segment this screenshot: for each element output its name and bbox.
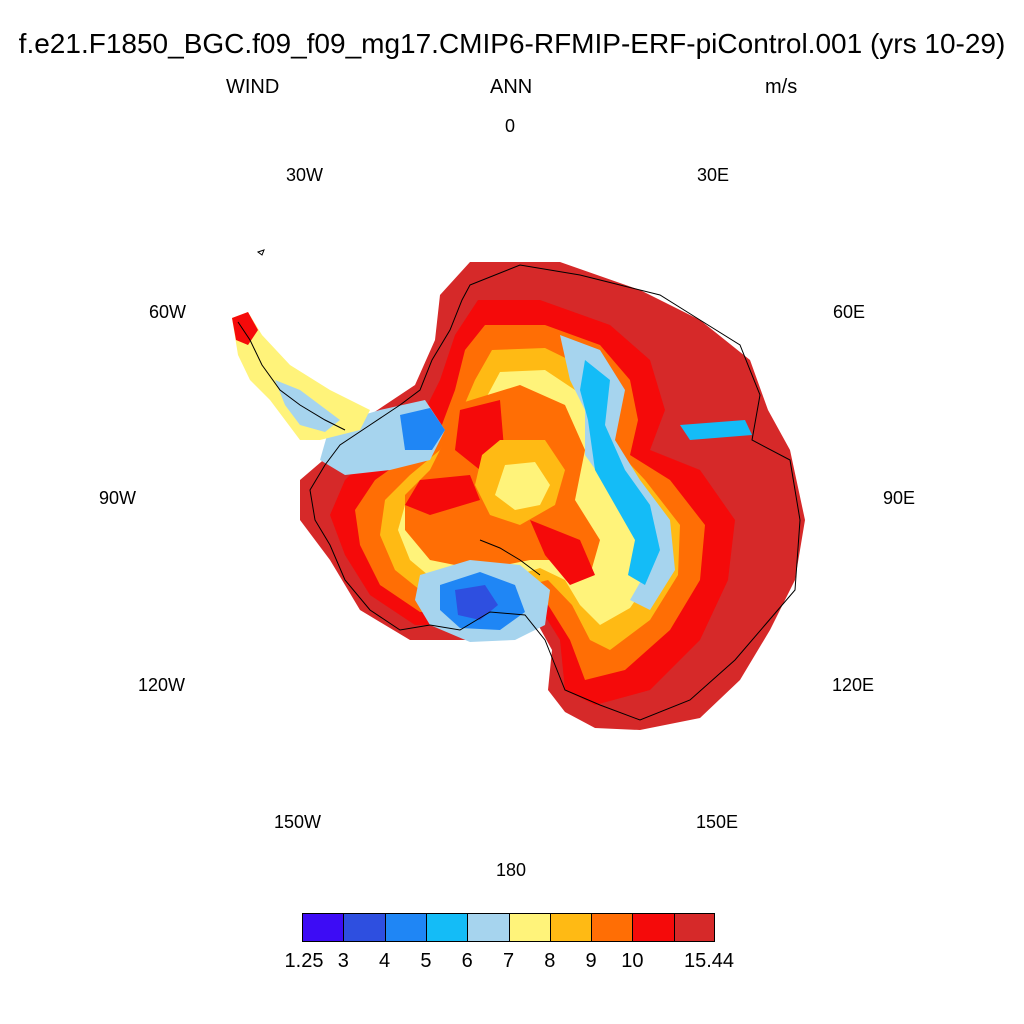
colorbar-swatch [302,913,345,942]
colorbar-label: 5 [420,950,432,972]
colorbar-swatch [549,913,593,942]
colorbar-swatch [384,913,427,942]
coastline [237,249,801,721]
colorbar-swatch [508,913,551,942]
lon-label-180: 180 [496,860,527,880]
plot-title: f.e21.F1850_BGC.f09_f09_mg17.CMIP6-RFMIP… [18,28,1006,59]
lon-label-30w: 30W [286,165,324,185]
colorbar-swatch [632,913,675,942]
lon-label-60e: 60E [833,302,866,322]
colorbar-label: 9 [585,950,597,972]
colorbar [302,913,715,942]
field-level-pole-6 [495,462,550,510]
colorbar-swatch [425,913,469,942]
field-level-ross-2 [455,585,498,620]
field-level-4 [580,360,660,585]
lon-label-90w: 90W [99,488,137,508]
field-peninsula-orange [232,312,258,345]
variable-label: WIND [226,76,280,98]
lon-label-0: 0 [505,116,516,136]
colorbar-swatch [343,913,386,942]
lon-label-150e: 150E [696,812,739,832]
season-label: ANN [490,76,533,98]
field-level-inner-9b [530,520,595,585]
field-peninsula [232,312,370,440]
colorbar-label: 3 [337,950,349,972]
colorbar-swatch [673,913,715,942]
field-amery-stripes [680,420,752,440]
lon-label-90e: 90E [883,488,916,508]
lon-label-30e: 30E [697,165,730,185]
lon-label-120w: 120W [138,675,186,695]
colorbar-label: 7 [502,950,515,972]
lon-label-60w: 60W [149,302,187,322]
lon-label-120e: 120E [832,675,875,695]
colorbar-label: 15.44 [683,950,735,972]
field-level-inner-9c [405,475,480,515]
colorbar-label: 4 [379,950,391,972]
colorbar-label: 6 [461,950,473,972]
colorbar-swatch [591,913,634,942]
field-level-weddell-4 [400,408,445,450]
colorbar-label: 10 [621,950,644,972]
wind-field [232,262,805,730]
colorbar-label: 1.25 [284,950,324,972]
colorbar-swatch [467,913,510,942]
lon-label-150w: 150W [274,812,322,832]
colorbar-label: 8 [544,950,556,972]
units-label: m/s [765,76,798,98]
